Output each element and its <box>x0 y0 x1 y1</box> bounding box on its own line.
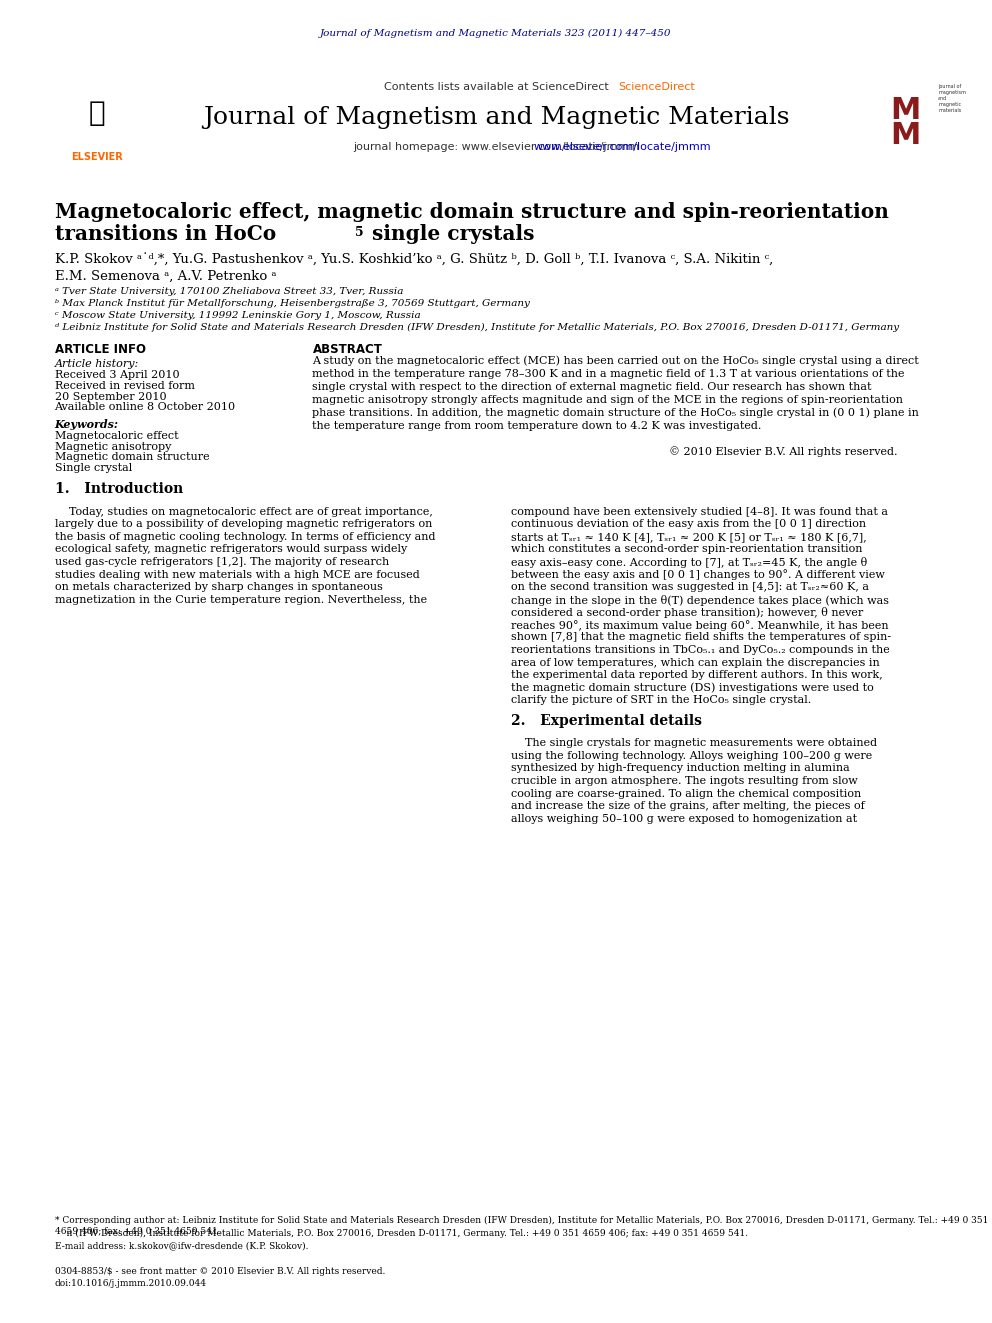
Text: ᵈ Leibniz Institute for Solid State and Materials Research Dresden (IFW Dresden): ᵈ Leibniz Institute for Solid State and … <box>55 323 899 332</box>
Text: * Corresponding author at: Leibniz Institute for Solid State and Materials Resea: * Corresponding author at: Leibniz Insti… <box>55 1216 988 1236</box>
Text: clarify the picture of SRT in the HoCo₅ single crystal.: clarify the picture of SRT in the HoCo₅ … <box>511 696 811 705</box>
Text: 0304-8853/$ - see front matter © 2010 Elsevier B.V. All rights reserved.: 0304-8853/$ - see front matter © 2010 El… <box>55 1267 385 1277</box>
Text: 5: 5 <box>355 226 364 239</box>
Text: starts at Tₛᵣ₁ ≈ 140 K [4], Tₛᵣ₁ ≈ 200 K [5] or Tₛᵣ₁ ≈ 180 K [6,7],: starts at Tₛᵣ₁ ≈ 140 K [4], Tₛᵣ₁ ≈ 200 K… <box>511 532 867 542</box>
Text: Magnetic anisotropy: Magnetic anisotropy <box>55 442 171 452</box>
Text: reorientations transitions in TbCo₅.₁ and DyCo₅.₂ compounds in the: reorientations transitions in TbCo₅.₁ an… <box>511 646 890 655</box>
Text: used gas-cycle refrigerators [1,2]. The majority of research: used gas-cycle refrigerators [1,2]. The … <box>55 557 389 568</box>
Text: E.M. Semenova ᵃ, A.V. Petrenko ᵃ: E.M. Semenova ᵃ, A.V. Petrenko ᵃ <box>55 270 276 283</box>
Text: method in the temperature range 78–300 K and in a magnetic field of 1.3 T at var: method in the temperature range 78–300 K… <box>312 369 905 378</box>
Text: reaches 90°, its maximum value being 60°. Meanwhile, it has been: reaches 90°, its maximum value being 60°… <box>511 619 889 631</box>
Text: Today, studies on magnetocaloric effect are of great importance,: Today, studies on magnetocaloric effect … <box>55 507 433 517</box>
Text: the experimental data reported by different authors. In this work,: the experimental data reported by differ… <box>511 669 883 680</box>
Text: continuous deviation of the easy axis from the [0 0 1] direction: continuous deviation of the easy axis fr… <box>511 519 866 529</box>
Text: The single crystals for magnetic measurements were obtained: The single crystals for magnetic measure… <box>511 738 877 749</box>
Text: Keywords:: Keywords: <box>55 419 119 430</box>
Text: ScienceDirect: ScienceDirect <box>618 82 694 93</box>
Text: Magnetocaloric effect: Magnetocaloric effect <box>55 431 179 442</box>
Text: on the second transition was suggested in [4,5]: at Tₛᵣ₂≈60 K, a: on the second transition was suggested i… <box>511 582 869 593</box>
Text: and increase the size of the grains, after melting, the pieces of: and increase the size of the grains, aft… <box>511 800 865 811</box>
Text: ELSEVIER: ELSEVIER <box>70 152 123 163</box>
Text: easy axis–easy cone. According to [7], at Tₛᵣ₂=45 K, the angle θ: easy axis–easy cone. According to [7], a… <box>511 557 867 568</box>
Text: single crystal with respect to the direction of external magnetic field. Our res: single crystal with respect to the direc… <box>312 382 872 392</box>
Text: © 2010 Elsevier B.V. All rights reserved.: © 2010 Elsevier B.V. All rights reserved… <box>670 446 898 456</box>
Text: Article history:: Article history: <box>55 359 139 369</box>
Text: ᵃ Tver State University, 170100 Zheliabova Street 33, Tver, Russia: ᵃ Tver State University, 170100 Zheliabo… <box>55 287 403 296</box>
Text: Magnetic domain structure: Magnetic domain structure <box>55 452 209 463</box>
Text: studies dealing with new materials with a high MCE are focused: studies dealing with new materials with … <box>55 569 420 579</box>
Text: M
M: M M <box>890 97 921 149</box>
Text: cooling are coarse-grained. To align the chemical composition: cooling are coarse-grained. To align the… <box>511 789 861 799</box>
Text: the temperature range from room temperature down to 4.2 K was investigated.: the temperature range from room temperat… <box>312 421 762 431</box>
Text: single crystals: single crystals <box>365 224 535 243</box>
Text: journal of
magnetism
and
magnetic
materials: journal of magnetism and magnetic materi… <box>938 85 966 112</box>
Text: Magnetocaloric effect, magnetic domain structure and spin-reorientation: Magnetocaloric effect, magnetic domain s… <box>55 202 889 222</box>
Text: ARTICLE INFO: ARTICLE INFO <box>55 343 146 356</box>
Text: 🌳: 🌳 <box>88 99 105 127</box>
Text: ecological safety, magnetic refrigerators would surpass widely: ecological safety, magnetic refrigerator… <box>55 545 407 554</box>
Text: A study on the magnetocaloric effect (MCE) has been carried out on the HoCo₅ sin: A study on the magnetocaloric effect (MC… <box>312 356 920 366</box>
Text: crucible in argon atmosphere. The ingots resulting from slow: crucible in argon atmosphere. The ingots… <box>511 775 858 786</box>
Text: using the following technology. Alloys weighing 100–200 g were: using the following technology. Alloys w… <box>511 751 872 761</box>
Text: transitions in HoCo: transitions in HoCo <box>55 224 276 243</box>
Text: compound have been extensively studied [4–8]. It was found that a: compound have been extensively studied [… <box>511 507 888 517</box>
Text: the basis of magnetic cooling technology. In terms of efficiency and: the basis of magnetic cooling technology… <box>55 532 435 542</box>
Text: magnetization in the Curie temperature region. Nevertheless, the: magnetization in the Curie temperature r… <box>55 595 427 605</box>
Text: K.P. Skokov ᵃ˙ᵈ,*, Yu.G. Pastushenkov ᵃ, Yu.S. Koshkid’ko ᵃ, G. Shütz ᵇ, D. Goll: K.P. Skokov ᵃ˙ᵈ,*, Yu.G. Pastushenkov ᵃ,… <box>55 254 773 267</box>
Text: shown [7,8] that the magnetic field shifts the temperatures of spin-: shown [7,8] that the magnetic field shif… <box>511 632 891 643</box>
Text: the magnetic domain structure (DS) investigations were used to: the magnetic domain structure (DS) inves… <box>511 683 874 693</box>
Text: area of low temperatures, which can explain the discrepancies in: area of low temperatures, which can expl… <box>511 658 880 668</box>
Text: ᵇ Max Planck Institut für Metallforschung, Heisenbergstraße 3, 70569 Stuttgart, : ᵇ Max Planck Institut für Metallforschun… <box>55 299 530 308</box>
Text: ᶜ Moscow State University, 119992 Leninskie Gory 1, Moscow, Russia: ᶜ Moscow State University, 119992 Lenins… <box>55 311 421 320</box>
Text: largely due to a possibility of developing magnetic refrigerators on: largely due to a possibility of developi… <box>55 519 432 529</box>
Text: Journal of Magnetism and Magnetic Materials 323 (2011) 447–450: Journal of Magnetism and Magnetic Materi… <box>320 29 672 38</box>
Text: ABSTRACT: ABSTRACT <box>312 343 382 356</box>
Text: on metals characterized by sharp changes in spontaneous: on metals characterized by sharp changes… <box>55 582 383 593</box>
Text: phase transitions. In addition, the magnetic domain structure of the HoCo₅ singl: phase transitions. In addition, the magn… <box>312 407 920 418</box>
Text: Available online 8 October 2010: Available online 8 October 2010 <box>55 402 236 413</box>
Text: magnetic anisotropy strongly affects magnitude and sign of the MCE in the region: magnetic anisotropy strongly affects mag… <box>312 394 904 405</box>
Text: www.elsevier.com/locate/jmmm: www.elsevier.com/locate/jmmm <box>534 142 711 152</box>
Text: between the easy axis and [0 0 1] changes to 90°. A different view: between the easy axis and [0 0 1] change… <box>511 569 885 581</box>
Text: n (IFW Dresden), Institute for Metallic Materials, P.O. Box 270016, Dresden D-01: n (IFW Dresden), Institute for Metallic … <box>55 1229 748 1238</box>
Text: Contents lists available at ScienceDirect: Contents lists available at ScienceDirec… <box>384 82 608 93</box>
Text: Journal of Magnetism and Magnetic Materials: Journal of Magnetism and Magnetic Materi… <box>202 106 790 128</box>
Text: E-mail address: k.skokov@ifw-dresdende (K.P. Skokov).: E-mail address: k.skokov@ifw-dresdende (… <box>55 1241 309 1250</box>
Text: 1.   Introduction: 1. Introduction <box>55 482 183 496</box>
Text: synthesized by high-frequency induction melting in alumina: synthesized by high-frequency induction … <box>511 763 849 774</box>
Text: 2.   Experimental details: 2. Experimental details <box>511 714 702 729</box>
Text: change in the slope in the θ(T) dependence takes place (which was: change in the slope in the θ(T) dependen… <box>511 595 889 606</box>
Text: Received in revised form: Received in revised form <box>55 381 194 392</box>
Text: alloys weighing 50–100 g were exposed to homogenization at: alloys weighing 50–100 g were exposed to… <box>511 814 857 824</box>
Text: 20 September 2010: 20 September 2010 <box>55 392 167 402</box>
Text: doi:10.1016/j.jmmm.2010.09.044: doi:10.1016/j.jmmm.2010.09.044 <box>55 1279 206 1289</box>
Text: Received 3 April 2010: Received 3 April 2010 <box>55 370 180 381</box>
Text: considered a second-order phase transition); however, θ never: considered a second-order phase transiti… <box>511 607 863 618</box>
Text: journal homepage: www.elsevier.com/locate/jmmm: journal homepage: www.elsevier.com/locat… <box>353 142 639 152</box>
Text: Single crystal: Single crystal <box>55 463 132 474</box>
Text: which constitutes a second-order spin-reorientation transition: which constitutes a second-order spin-re… <box>511 545 862 554</box>
